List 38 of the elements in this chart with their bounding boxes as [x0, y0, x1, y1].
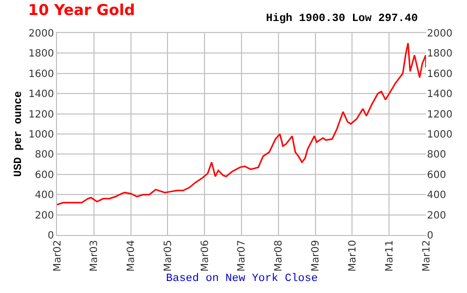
y2-tick-label: 2000 [427, 28, 452, 40]
x-tick-label: Mar08 [274, 240, 285, 272]
text: Based on New York Close [166, 273, 318, 285]
y2-tick-label: 200 [427, 210, 446, 222]
y-tick-label: 800 [34, 150, 54, 161]
x-tick-label: Mar11 [384, 240, 396, 272]
y-axis-title: USD per ounce [13, 90, 26, 177]
x-tick-label: Mar12 [421, 240, 432, 272]
chart-subtitle: High 1900.30 Low 297.40 [266, 13, 418, 25]
x-tick-label: Mar03 [89, 240, 100, 272]
x-tick-label: Mar10 [347, 240, 358, 272]
y-tick-label: 200 [34, 210, 54, 222]
y-tick-label: 600 [34, 170, 54, 181]
y2-tick-label: 400 [427, 190, 446, 202]
chart-title: 10 Year Gold [28, 0, 136, 19]
y2-tick-label: 1600 [427, 68, 452, 80]
x-tick-label: Mar09 [310, 240, 322, 272]
y-tick-label: 1600 [28, 68, 54, 80]
x-tick-label: Mar02 [52, 240, 64, 272]
y2-tick-label: 1400 [427, 89, 452, 100]
y-tick-label: 2000 [28, 28, 54, 40]
x-tick-label: Mar06 [200, 240, 211, 272]
y2-tick-label: 0 [427, 230, 434, 242]
y-tick-label: 0 [48, 230, 54, 242]
x-tick-label: Mar05 [162, 240, 174, 272]
y-tick-label: 1800 [28, 48, 54, 60]
y2-tick-label: 1000 [427, 130, 452, 140]
y-tick-label: 400 [34, 190, 54, 202]
x-tick-label: Mar07 [236, 240, 248, 272]
y2-tick-label: 800 [427, 150, 446, 161]
y-tick-label: 1400 [28, 89, 54, 100]
line-series [57, 42, 426, 206]
x-tick-label: Mar04 [126, 240, 138, 272]
y2-tick-label: 1200 [427, 109, 452, 120]
y2-tick-label: 1800 [427, 48, 452, 60]
y2-tick-label: 600 [427, 170, 446, 181]
y-tick-label: 1200 [28, 109, 54, 120]
y-tick-label: 1000 [28, 130, 54, 140]
